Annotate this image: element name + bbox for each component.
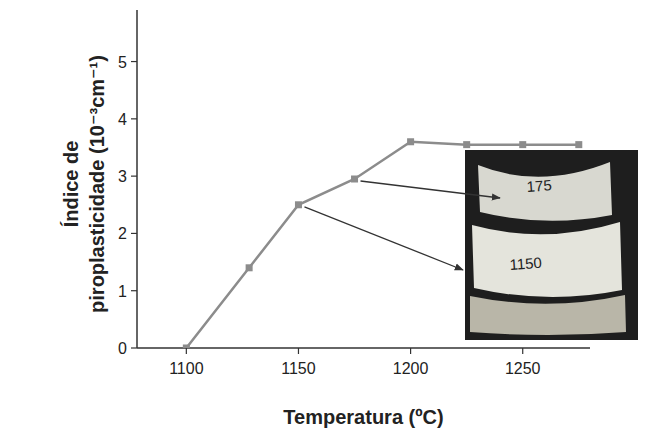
y-axis-title: Índice depiroplasticidade (10⁻³cm⁻¹) bbox=[60, 55, 108, 313]
y-tick-label: 2 bbox=[118, 225, 127, 242]
marker bbox=[463, 141, 470, 148]
marker bbox=[246, 264, 253, 271]
y-tick-label: 5 bbox=[118, 54, 127, 71]
y-tick-label: 4 bbox=[118, 111, 127, 128]
y-axis-title-line: Índice de bbox=[60, 141, 82, 228]
sample bbox=[478, 162, 612, 221]
x-tick-label: 1200 bbox=[393, 360, 429, 377]
marker bbox=[351, 176, 358, 183]
x-tick bbox=[186, 348, 187, 354]
arrow bbox=[304, 207, 463, 270]
photo-label: 175 bbox=[526, 176, 552, 195]
x-tick bbox=[410, 348, 411, 354]
marker bbox=[183, 345, 190, 349]
chart: 0 1 2 3 4 5 1100 1150 1200 1250 Temperatura (ºC) Ín… bbox=[0, 0, 645, 446]
photo-inset bbox=[465, 150, 638, 340]
arrow bbox=[361, 181, 500, 198]
marker bbox=[407, 138, 414, 145]
y-tick bbox=[131, 233, 137, 234]
photo-label: 1150 bbox=[509, 254, 542, 273]
sample bbox=[472, 222, 622, 297]
y-tick bbox=[131, 176, 137, 177]
x-tick-label: 1100 bbox=[169, 360, 204, 377]
x-tick bbox=[522, 348, 523, 354]
y-tick bbox=[131, 61, 137, 62]
x-axis-title: Temperatura (ºC) bbox=[283, 406, 443, 428]
x-tick bbox=[298, 348, 299, 354]
y-axis bbox=[136, 10, 138, 348]
y-tick bbox=[131, 290, 137, 291]
y-tick-label: 3 bbox=[118, 168, 127, 185]
y-tick-label: 1 bbox=[118, 283, 127, 300]
y-tick bbox=[131, 347, 137, 348]
y-tick-label: 0 bbox=[118, 340, 127, 357]
photo-bg bbox=[465, 150, 638, 340]
y-tick bbox=[131, 118, 137, 119]
marker bbox=[519, 141, 526, 148]
marker bbox=[295, 201, 302, 208]
marker bbox=[575, 141, 582, 148]
x-tick-label: 1250 bbox=[505, 360, 541, 377]
sample bbox=[470, 295, 626, 335]
x-axis bbox=[137, 347, 590, 349]
x-tick-label: 1150 bbox=[281, 360, 316, 377]
y-axis-title-line: piroplasticidade (10⁻³cm⁻¹) bbox=[86, 55, 108, 313]
